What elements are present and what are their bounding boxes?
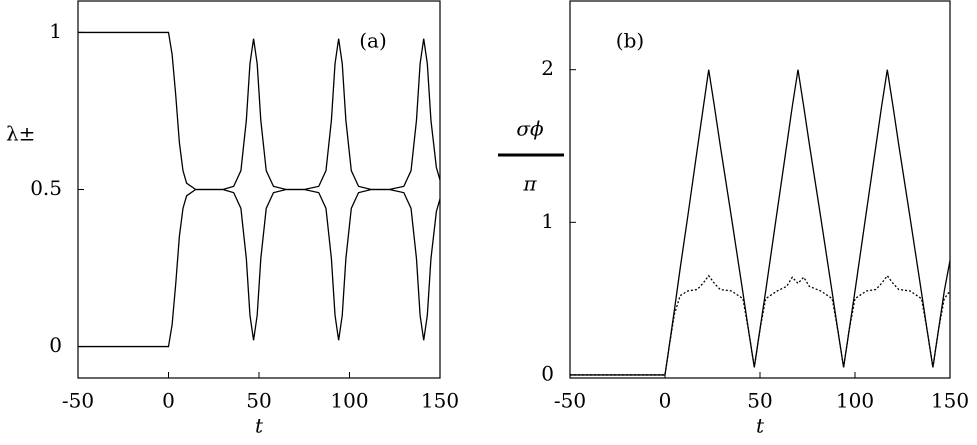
x-axis-label: t xyxy=(756,414,765,438)
x-tick-label: 150 xyxy=(931,389,969,413)
y-tick-label: 1 xyxy=(49,19,62,43)
y-axis-label: π xyxy=(522,172,537,196)
y-tick-label: 0 xyxy=(49,333,62,357)
y-tick-label: 1 xyxy=(541,209,554,233)
x-tick-label: 0 xyxy=(659,389,672,413)
y-axis-label: σϕ xyxy=(516,117,544,141)
series-line xyxy=(570,274,951,376)
x-tick-label: 50 xyxy=(246,389,271,413)
series-line xyxy=(570,69,951,376)
x-axis-label: t xyxy=(255,414,264,438)
y-tick-label: 0 xyxy=(541,361,554,385)
x-tick-label: 50 xyxy=(747,389,772,413)
x-tick-label: 100 xyxy=(330,389,368,413)
panel-label: (a) xyxy=(359,29,387,53)
panel-label: (b) xyxy=(616,29,644,53)
x-tick-label: -50 xyxy=(554,389,586,413)
plot-frame xyxy=(569,0,951,379)
y-axis-label: λ± xyxy=(6,122,35,146)
y-tick-label: 0.5 xyxy=(30,176,62,200)
series-line xyxy=(78,188,441,348)
series-line xyxy=(78,31,441,191)
x-tick-label: -50 xyxy=(62,389,94,413)
x-tick-label: 150 xyxy=(421,389,459,413)
x-tick-label: 0 xyxy=(162,389,175,413)
x-tick-label: 100 xyxy=(836,389,874,413)
y-tick-label: 2 xyxy=(541,56,554,80)
